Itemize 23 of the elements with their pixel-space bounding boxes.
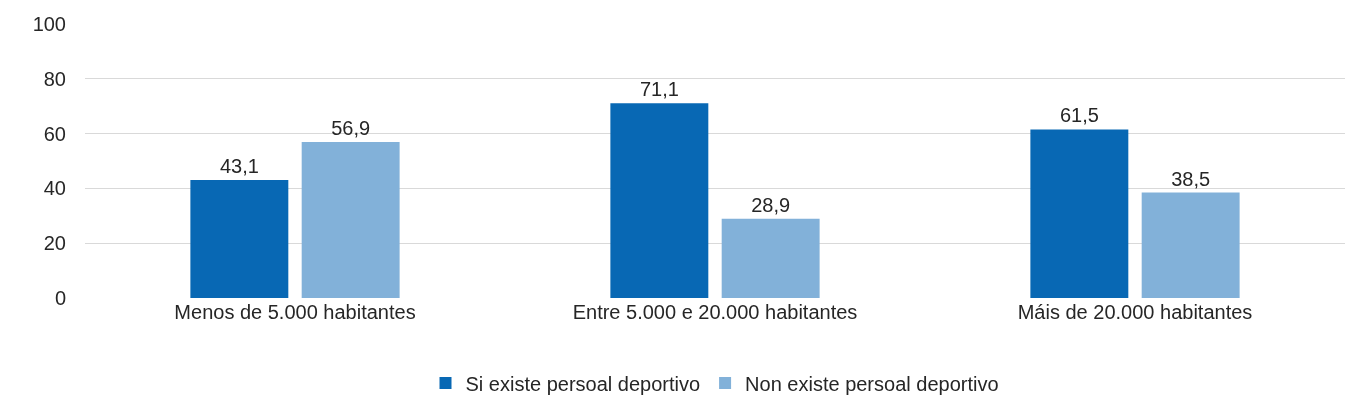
bar [721,218,820,298]
bar [190,179,289,298]
bar [1141,192,1240,298]
y-tick-label: 100 [32,13,66,35]
data-label: 43,1 [219,154,259,177]
bar [610,103,709,298]
data-label: 71,1 [639,78,679,101]
y-tick-label: 40 [43,177,66,200]
y-tick-label: 20 [43,232,66,255]
data-label: 28,9 [751,193,791,216]
x-tick-label: Menos de 5.000 habitantes [174,301,416,323]
legend-label: Si existe persoal deportivo [465,372,701,395]
data-label: 56,9 [331,117,371,140]
y-tick-label: 60 [43,122,66,145]
data-label: 61,5 [1059,104,1099,127]
y-tick-label: 0 [54,287,66,309]
x-tick-label: Entre 5.000 e 20.000 habitantes [572,301,858,323]
bar [1030,129,1129,298]
y-tick-label: 80 [43,67,66,90]
legend-label: Non existe persoal deportivo [745,372,999,395]
bar [301,142,400,298]
data-label: 38,5 [1171,167,1211,190]
x-tick-label: Máis de 20.000 habitantes [1017,301,1253,323]
